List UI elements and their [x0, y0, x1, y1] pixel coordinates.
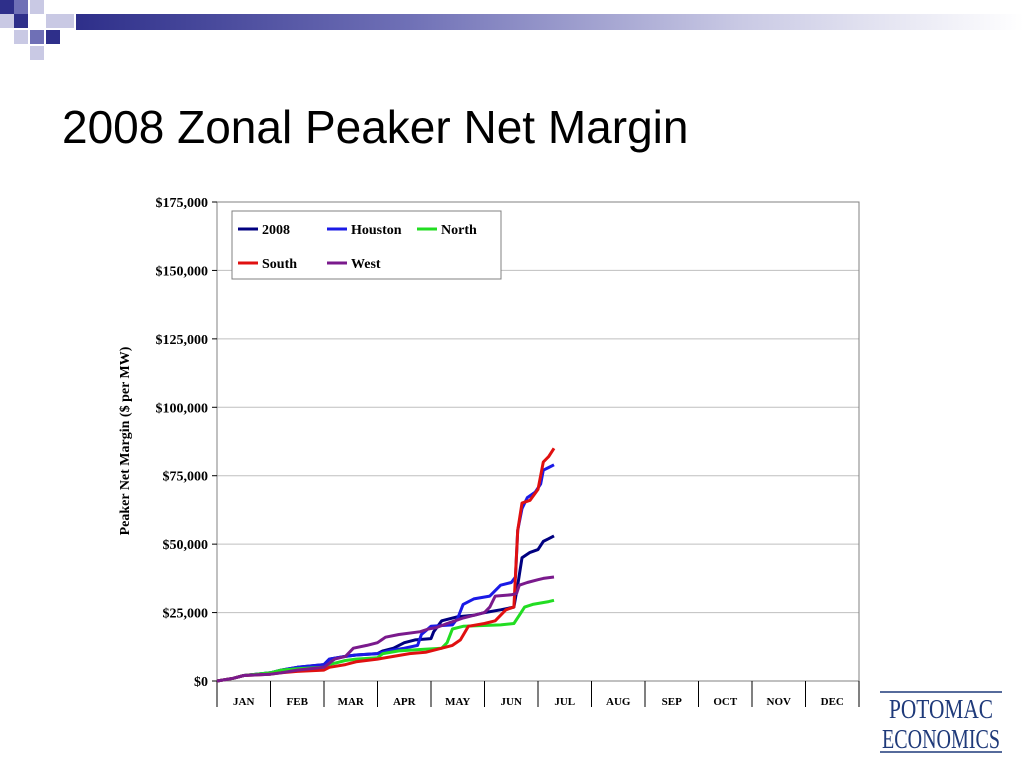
x-tick-label: DEC	[821, 696, 844, 708]
x-tick-label: JUN	[501, 696, 522, 708]
deco-square	[30, 30, 44, 44]
x-tick-label: AUG	[606, 696, 631, 708]
series-line-west	[216, 575, 555, 683]
series-line-houston	[216, 463, 555, 683]
x-tick-label: JUL	[554, 696, 575, 708]
deco-square	[46, 30, 60, 44]
y-tick-label: $100,000	[156, 401, 209, 416]
deco-square	[30, 46, 44, 60]
legend	[231, 210, 502, 280]
legend-label: Houston	[351, 223, 402, 238]
x-tick-label: MAR	[338, 696, 365, 708]
logo-line2: ECONOMICS	[882, 724, 1000, 754]
legend-label: South	[262, 257, 297, 272]
deco-square	[0, 14, 14, 28]
y-tick-label: $50,000	[163, 538, 209, 553]
y-tick-label: $75,000	[163, 470, 209, 485]
deco-square	[0, 0, 14, 14]
legend-label: 2008	[262, 223, 290, 238]
logo-line1: POTOMAC	[889, 694, 993, 724]
legend-label: North	[441, 223, 477, 238]
x-tick-label: OCT	[713, 696, 738, 708]
y-tick-label: $25,000	[163, 607, 209, 622]
x-tick-label: SEP	[662, 696, 682, 708]
y-axis-label: Peaker Net Margin ($ per MW)	[118, 346, 133, 535]
deco-square	[60, 14, 74, 28]
x-tick-label: NOV	[767, 696, 792, 708]
y-tick-label: $125,000	[156, 333, 209, 348]
y-tick-label: $150,000	[156, 264, 209, 279]
series-line-south	[216, 447, 556, 683]
y-tick-label: $175,000	[156, 196, 209, 211]
deco-square	[14, 0, 28, 14]
deco-square	[14, 30, 28, 44]
x-tick-label: FEB	[287, 696, 309, 708]
deco-square	[46, 14, 60, 28]
x-tick-label: MAY	[445, 696, 470, 708]
series-line-north	[216, 598, 555, 683]
y-tick-label: $0	[194, 675, 208, 690]
slide-title: 2008 Zonal Peaker Net Margin	[62, 101, 689, 153]
legend-label: West	[351, 257, 381, 272]
potomac-economics-logo: POTOMAC ECONOMICS	[878, 690, 1004, 754]
header-gradient-bar	[76, 14, 1024, 30]
deco-square	[30, 0, 44, 14]
x-tick-label: JAN	[233, 696, 254, 708]
deco-square	[14, 14, 28, 28]
x-tick-label: APR	[393, 696, 417, 708]
